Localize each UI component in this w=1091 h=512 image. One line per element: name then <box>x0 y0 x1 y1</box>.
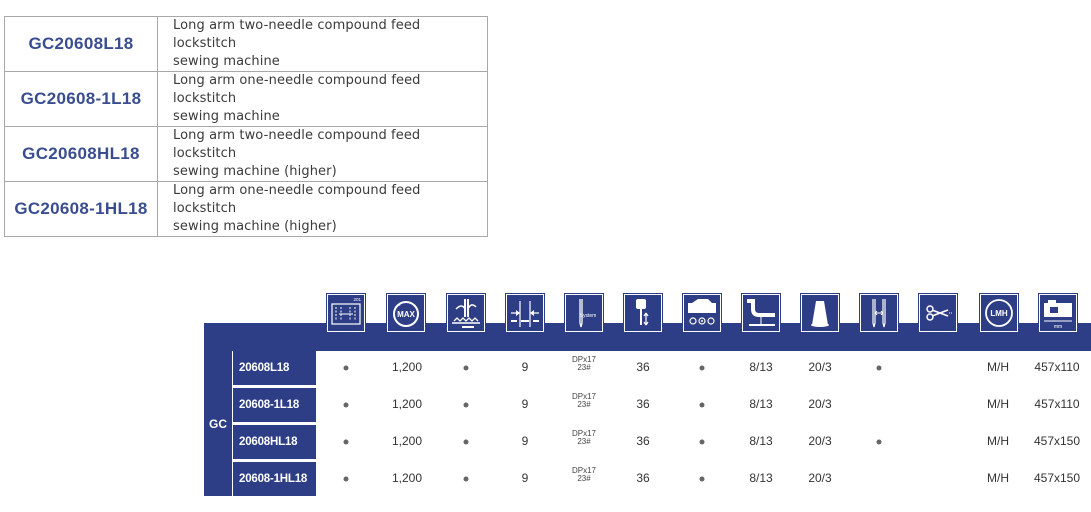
spec-value-thread: 20/3 <box>808 434 832 448</box>
spec-value-stitch: 9 <box>521 397 529 411</box>
model-description: Long arm two-needle compound feed lockst… <box>157 16 488 72</box>
hook-icon <box>683 294 721 332</box>
needle-spec: DPx17 23# <box>572 356 596 372</box>
description-line: Long arm two-needle compound feed lockst… <box>173 128 421 161</box>
double-needle-stitch-icon: 201 <box>327 294 365 332</box>
needle-system-icon: System <box>565 294 603 332</box>
table-size-icon: mm <box>1039 294 1077 332</box>
icon-caption: mm <box>1054 324 1062 330</box>
needle-size: 23# <box>577 363 591 372</box>
needle-type: DPx17 <box>571 466 597 475</box>
spec-value-speed: 1,200 <box>391 471 423 485</box>
spec-value-speed: 1,200 <box>391 360 423 374</box>
spec-value-foot: 8/13 <box>749 360 773 374</box>
thread-cone-icon <box>801 294 839 332</box>
description-line: sewing machine (higher) <box>173 219 337 234</box>
feature-dot-double <box>343 476 349 482</box>
spec-model-cell: 20608L18 <box>233 351 316 385</box>
icon-caption: LMH <box>990 309 1008 318</box>
feature-dot-double <box>343 439 349 445</box>
spec-value-speed: 1,200 <box>391 397 423 411</box>
spec-value-thread: 20/3 <box>808 471 832 485</box>
model-code: GC20608L18 <box>4 16 158 72</box>
spec-value-size: 457x110 <box>1034 360 1080 374</box>
spec-model-cell: 20608-1L18 <box>233 388 316 422</box>
icon-caption: MAX <box>397 310 415 319</box>
spec-model-cell: 20608-1HL18 <box>233 462 316 496</box>
model-row: GC20608HL18 Long arm two-needle compound… <box>4 126 488 182</box>
model-description-table: GC20608L18 Long arm two-needle compound … <box>4 16 488 237</box>
foot-height-icon <box>742 294 780 332</box>
spec-value-lift: 36 <box>636 397 650 411</box>
spec-value-thread: 20/3 <box>808 360 832 374</box>
model-description: Long arm two-needle compound feed lockst… <box>157 126 488 182</box>
spec-value-size: 457x150 <box>1033 434 1081 448</box>
presser-foot-lift-icon <box>624 294 662 332</box>
needle-spec: DPx17 23# <box>572 393 596 409</box>
series-group-text: GC <box>209 416 227 431</box>
spec-value-material: M/H <box>987 397 1009 411</box>
thread-trimmer-icon <box>919 294 957 332</box>
model-description: Long arm one-needle compound feed lockst… <box>157 71 488 127</box>
description-line: sewing machine <box>173 109 280 124</box>
spec-value-stitch: 9 <box>521 360 529 374</box>
spec-value-lift: 36 <box>636 434 650 448</box>
model-code: GC20608HL18 <box>4 126 158 182</box>
model-row: GC20608-1HL18 Long arm one-needle compou… <box>4 181 488 237</box>
material-weight-icon: LMH <box>980 294 1018 332</box>
description-line: sewing machine (higher) <box>173 164 337 179</box>
spec-model-cell: 20608HL18 <box>233 425 316 459</box>
series-group-label: GC <box>204 351 232 496</box>
needle-type: DPx17 <box>571 392 597 401</box>
feature-dot-gauge <box>876 365 882 371</box>
needle-gauge-icon <box>860 294 898 332</box>
feature-dot-feed <box>463 402 469 408</box>
model-code: GC20608-1HL18 <box>4 181 158 237</box>
spec-value-material: M/H <box>987 434 1009 448</box>
feature-dot-hook <box>699 365 705 371</box>
spec-value-size: 457x150 <box>1033 471 1081 485</box>
needle-size: 23# <box>577 437 591 446</box>
feature-dot-double <box>343 365 349 371</box>
spec-value-lift: 36 <box>636 471 650 485</box>
spec-value-thread: 20/3 <box>808 397 832 411</box>
spec-value-lift: 36 <box>636 360 650 374</box>
needle-size: 23# <box>577 400 591 409</box>
model-row: GC20608-1L18 Long arm one-needle compoun… <box>4 71 488 127</box>
max-speed-icon: MAX <box>387 294 425 332</box>
model-description: Long arm one-needle compound feed lockst… <box>157 181 488 237</box>
spec-value-foot: 8/13 <box>749 434 773 448</box>
spec-value-stitch: 9 <box>521 434 529 448</box>
feature-dot-feed <box>463 439 469 445</box>
icon-caption: 201 <box>353 297 361 302</box>
spec-value-foot: 8/13 <box>749 471 773 485</box>
compound-feed-icon <box>447 294 485 332</box>
model-code: GC20608-1L18 <box>4 71 158 127</box>
needle-spec: DPx17 23# <box>572 430 596 446</box>
feature-dot-hook <box>699 402 705 408</box>
description-line: sewing machine <box>173 54 280 69</box>
spec-value-foot: 8/13 <box>749 397 773 411</box>
needle-type: DPx17 <box>571 355 597 364</box>
description-line: Long arm two-needle compound feed lockst… <box>173 18 421 51</box>
feature-dot-hook <box>699 439 705 445</box>
needle-spec: DPx17 23# <box>572 467 596 483</box>
feature-dot-feed <box>463 365 469 371</box>
spec-value-size: 457x110 <box>1034 397 1080 411</box>
spec-value-material: M/H <box>987 360 1009 374</box>
feature-dot-double <box>343 402 349 408</box>
spec-value-material: M/H <box>987 471 1009 485</box>
feature-dot-hook <box>699 476 705 482</box>
needle-type: DPx17 <box>571 429 597 438</box>
model-row: GC20608L18 Long arm two-needle compound … <box>4 16 488 72</box>
feature-dot-feed <box>463 476 469 482</box>
icon-caption: System <box>580 313 597 319</box>
spec-value-stitch: 9 <box>521 471 529 485</box>
needle-size: 23# <box>577 474 591 483</box>
description-line: Long arm one-needle compound feed lockst… <box>173 73 421 106</box>
feature-dot-gauge <box>876 439 882 445</box>
stitch-length-icon <box>506 294 544 332</box>
spec-value-speed: 1,200 <box>391 434 423 448</box>
description-line: Long arm one-needle compound feed lockst… <box>173 183 421 216</box>
